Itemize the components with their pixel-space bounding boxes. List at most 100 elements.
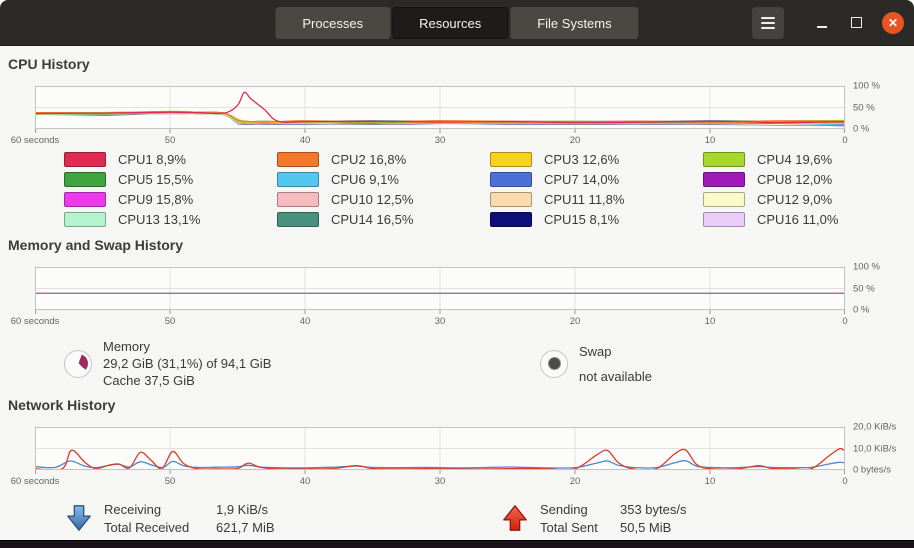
cpu-color-swatch — [64, 151, 106, 167]
y-tick-label: 50 % — [853, 102, 875, 113]
x-tick-label: 30 — [434, 135, 446, 146]
cpu-legend-item: CPU13 13,1% — [64, 209, 277, 229]
cpu-legend-label: CPU12 9,0% — [757, 191, 833, 207]
x-tick-label: 40 — [299, 476, 311, 487]
x-tick-label: 20 — [569, 135, 581, 146]
cpu-legend-item: CPU12 9,0% — [703, 189, 914, 209]
cpu-legend-item: CPU11 11,8% — [490, 189, 703, 209]
cpu-legend-label: CPU11 11,8% — [544, 191, 625, 207]
cpu-legend-label: CPU8 12,0% — [757, 171, 833, 187]
cpu-color-swatch — [64, 171, 106, 187]
x-tick-label: 0 — [842, 316, 848, 327]
x-tick-label: 30 — [434, 476, 446, 487]
cpu-legend-label: CPU7 14,0% — [544, 171, 620, 187]
cpu-legend-label: CPU6 9,1% — [331, 171, 399, 187]
x-tick-label: 20 — [569, 316, 581, 327]
cpu-legend-item: CPU2 16,8% — [277, 149, 490, 169]
menu-button[interactable] — [752, 6, 784, 39]
cpu-legend-item: CPU5 15,5% — [64, 169, 277, 189]
cpu-legend-item: CPU14 16,5% — [277, 209, 490, 229]
x-tick-label: 60 seconds — [10, 316, 60, 327]
cpu-legend-item: CPU16 11,0% — [703, 209, 914, 229]
tab-processes[interactable]: Processes — [275, 7, 391, 39]
y-tick-label: 10,0 KiB/s — [853, 443, 897, 454]
x-tick-label: 10 — [704, 316, 716, 327]
window-controls: ✕ — [752, 0, 904, 45]
cpu-color-swatch — [703, 211, 745, 227]
x-tick-label: 50 — [164, 135, 176, 146]
tab-group: Processes Resources File Systems — [275, 7, 639, 39]
memory-history-title: Memory and Swap History — [8, 237, 184, 253]
cpu-legend-item: CPU9 15,8% — [64, 189, 277, 209]
x-tick-label: 50 — [164, 476, 176, 487]
cpu-legend-item: CPU15 8,1% — [490, 209, 703, 229]
y-tick-label: 100 % — [853, 80, 880, 92]
sending-details: Sending 353 bytes/s Total Sent 50,5 MiB — [500, 500, 687, 536]
cpu-legend-item: CPU3 12,6% — [490, 149, 703, 169]
x-tick-label: 0 — [842, 476, 848, 487]
hamburger-icon — [761, 16, 775, 19]
tab-file-systems[interactable]: File Systems — [510, 7, 639, 39]
memory-details-row: Memory 29,2 GiB (31,1%) of 94,1 GiB Cach… — [64, 338, 914, 389]
memory-chart: 100 % 50 % 0 % — [35, 262, 880, 316]
swap-status: not available — [579, 368, 652, 384]
x-tick-label: 40 — [299, 135, 311, 146]
memory-label: Memory — [103, 339, 150, 354]
network-chart: 20,0 KiB/s 10,0 KiB/s 0 bytes/s — [35, 422, 896, 476]
cpu-color-swatch — [64, 191, 106, 207]
maximize-button[interactable] — [844, 11, 868, 35]
download-arrow-icon — [67, 505, 91, 531]
minimize-button[interactable] — [810, 11, 834, 35]
sending-label: Sending — [540, 501, 588, 517]
tab-resources[interactable]: Resources — [392, 7, 509, 39]
y-tick-label: 20,0 KiB/s — [853, 421, 897, 433]
cpu-color-swatch — [490, 191, 532, 207]
cpu-color-swatch — [277, 211, 319, 227]
receiving-label: Receiving — [104, 501, 162, 517]
close-button[interactable]: ✕ — [882, 11, 904, 34]
memory-usage: 29,2 GiB (31,1%) of 94,1 GiB — [103, 356, 272, 371]
x-tick-label: 10 — [704, 135, 716, 146]
network-chart-canvas — [35, 427, 845, 474]
swap-label: Swap — [579, 343, 612, 359]
cpu-legend-item: CPU1 8,9% — [64, 149, 277, 169]
background-window-strip — [0, 540, 914, 548]
x-tick-label: 40 — [299, 316, 311, 327]
total-sent-value: 50,5 MiB — [620, 519, 672, 535]
x-tick-label: 20 — [569, 476, 581, 487]
x-tick-label: 60 seconds — [10, 135, 60, 146]
cpu-color-swatch — [490, 151, 532, 167]
maximize-icon — [850, 17, 862, 28]
cpu-legend-label: CPU3 12,6% — [544, 151, 620, 167]
y-tick-label: 50 % — [853, 283, 875, 294]
minimize-icon — [817, 25, 827, 28]
cpu-legend-item: CPU10 12,5% — [277, 189, 490, 209]
y-tick-label: 0 % — [853, 123, 870, 135]
cpu-legend-item: CPU7 14,0% — [490, 169, 703, 189]
close-icon: ✕ — [887, 15, 899, 30]
cpu-color-swatch — [703, 151, 745, 167]
cpu-color-swatch — [490, 171, 532, 187]
memory-chart-canvas — [35, 267, 845, 314]
memory-x-axis: 60 seconds 50 40 30 20 10 0 — [11, 315, 848, 328]
network-x-axis: 60 seconds 50 40 30 20 10 0 — [11, 475, 848, 488]
sending-rate: 353 bytes/s — [620, 501, 687, 517]
x-tick-label: 0 — [842, 135, 848, 146]
cpu-color-swatch — [64, 211, 106, 227]
y-tick-label: 0 bytes/s — [853, 464, 892, 476]
cpu-x-axis: 60 seconds 50 40 30 20 10 0 — [11, 134, 848, 147]
cpu-legend-label: CPU16 11,0% — [757, 211, 839, 227]
y-tick-label: 100 % — [853, 261, 880, 273]
y-tick-label: 0 % — [853, 304, 870, 316]
total-received-value: 621,7 MiB — [216, 519, 275, 535]
cpu-legend-label: CPU5 15,5% — [118, 171, 194, 187]
cpu-legend-label: CPU10 12,5% — [331, 191, 414, 207]
cpu-legend-label: CPU9 15,8% — [118, 191, 194, 207]
cpu-legend-label: CPU1 8,9% — [118, 151, 186, 167]
upload-arrow-icon — [503, 505, 527, 531]
x-tick-label: 30 — [434, 316, 446, 327]
cpu-history-title: CPU History — [8, 56, 90, 72]
cpu-color-swatch — [277, 171, 319, 187]
cpu-legend-label: CPU2 16,8% — [331, 151, 407, 167]
